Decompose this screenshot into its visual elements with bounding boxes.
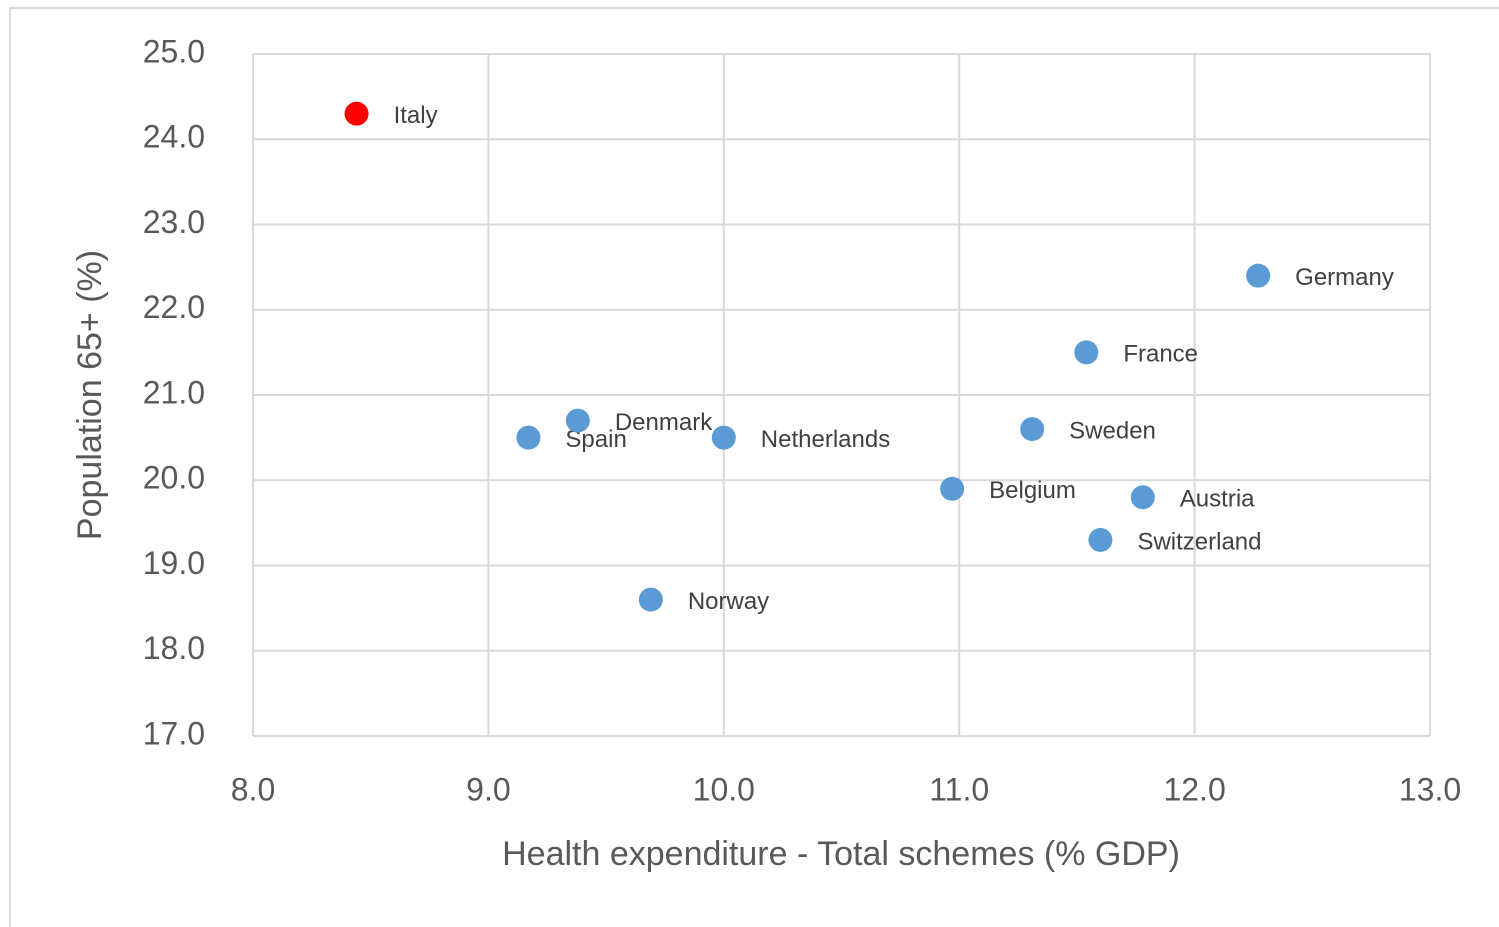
y-tick-label: 21.0 [143, 374, 205, 410]
point [344, 101, 369, 126]
point [711, 425, 736, 450]
point [1074, 340, 1099, 365]
x-tick-label: 9.0 [466, 771, 510, 807]
x-tick-label: 12.0 [1163, 771, 1225, 807]
point [1088, 527, 1113, 552]
x-tick-label: 10.0 [693, 771, 755, 807]
y-tick-label: 24.0 [143, 119, 205, 155]
point-label: Sweden [1069, 417, 1156, 444]
y-tick-label: 20.0 [143, 460, 205, 496]
point [1020, 417, 1045, 442]
point [940, 476, 965, 501]
x-tick-label: 11.0 [929, 771, 989, 807]
point-label: Norway [688, 588, 769, 615]
point-label: Italy [394, 102, 438, 129]
point [565, 408, 590, 433]
point [516, 425, 541, 450]
chart-frame [9, 7, 1499, 927]
point-label: Germany [1295, 264, 1394, 291]
y-axis-title: Population 65+ (%) [71, 250, 109, 540]
point-label: Denmark [615, 409, 713, 436]
x-axis-title: Health expenditure - Total schemes (% GD… [502, 835, 1180, 873]
y-tick-label: 17.0 [143, 715, 205, 751]
x-tick-label: 8.0 [231, 771, 275, 807]
point-label: Belgium [989, 477, 1076, 504]
y-tick-label: 23.0 [143, 204, 205, 240]
point-label: Austria [1180, 486, 1255, 513]
point [638, 587, 663, 612]
y-tick-label: 18.0 [143, 630, 205, 666]
point [1130, 485, 1155, 510]
y-tick-label: 19.0 [143, 545, 205, 581]
point-label: France [1123, 341, 1198, 368]
x-tick-label: 13.0 [1399, 771, 1461, 807]
point-label: Netherlands [761, 426, 890, 453]
y-tick-label: 22.0 [143, 289, 205, 325]
y-tick-label: 25.0 [143, 33, 205, 69]
point-label: Switzerland [1137, 528, 1261, 555]
point [1246, 263, 1271, 288]
